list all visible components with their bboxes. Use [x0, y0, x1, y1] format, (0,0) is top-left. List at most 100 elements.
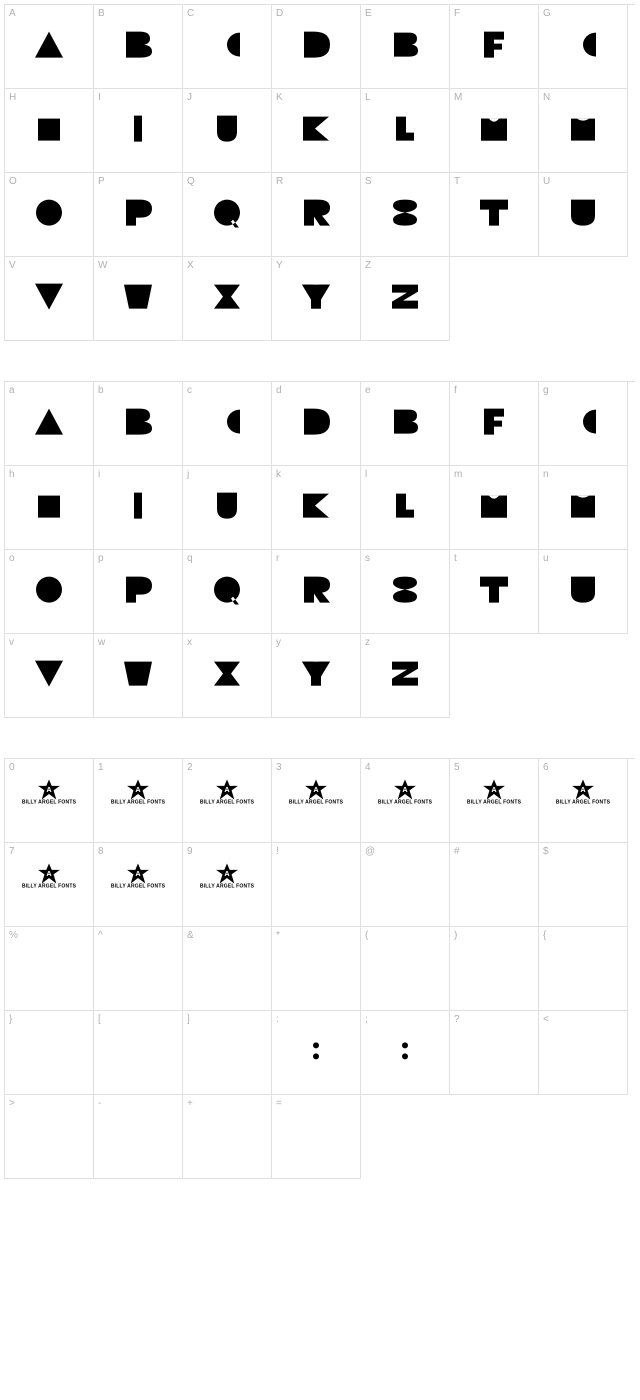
charmap-cell[interactable]: D — [272, 5, 361, 89]
charmap-cell[interactable]: O — [5, 173, 94, 257]
charmap-cell[interactable]: J — [183, 89, 272, 173]
glyph-F — [478, 29, 510, 59]
charmap-cell[interactable]: X — [183, 257, 272, 341]
glyph-G — [567, 29, 599, 59]
charmap-cell[interactable]: $ — [539, 843, 628, 927]
charmap-cell[interactable]: j — [183, 466, 272, 550]
charmap-cell[interactable]: G — [539, 5, 628, 89]
charmap-cell[interactable]: M — [450, 89, 539, 173]
charmap-cell[interactable]: y — [272, 634, 361, 718]
charmap-cell[interactable]: v — [5, 634, 94, 718]
charmap-cell[interactable]: ; — [361, 1011, 450, 1095]
glyph-B — [122, 29, 154, 59]
cell-label: U — [543, 176, 550, 187]
charmap-cell[interactable]: r — [272, 550, 361, 634]
charmap-cell[interactable]: b — [94, 382, 183, 466]
charmap-cell[interactable]: q — [183, 550, 272, 634]
charmap-cell[interactable]: I — [94, 89, 183, 173]
charmap-cell[interactable]: ] — [183, 1011, 272, 1095]
charmap-cell[interactable]: 8 A BILLY ARGEL FONTS — [94, 843, 183, 927]
charmap-cell[interactable]: L — [361, 89, 450, 173]
charmap-cell[interactable]: @ — [361, 843, 450, 927]
charmap-cell[interactable]: > — [5, 1095, 94, 1179]
charmap-cell[interactable]: K — [272, 89, 361, 173]
charmap-cell[interactable]: Z — [361, 257, 450, 341]
charmap-cell[interactable]: P — [94, 173, 183, 257]
cell-label: l — [365, 469, 367, 480]
charmap-cell[interactable]: s — [361, 550, 450, 634]
charmap-cell[interactable]: & — [183, 927, 272, 1011]
charmap-cell[interactable]: U — [539, 173, 628, 257]
charmap-cell[interactable]: E — [361, 5, 450, 89]
charmap-cell[interactable]: 2 A BILLY ARGEL FONTS — [183, 759, 272, 843]
charmap-cell[interactable]: o — [5, 550, 94, 634]
charmap-cell[interactable]: ^ — [94, 927, 183, 1011]
charmap-cell[interactable]: z — [361, 634, 450, 718]
charmap-cell[interactable]: * — [272, 927, 361, 1011]
charmap-cell[interactable]: ) — [450, 927, 539, 1011]
charmap-cell[interactable]: C — [183, 5, 272, 89]
charmap-cell[interactable]: h — [5, 466, 94, 550]
charmap-cell[interactable]: F — [450, 5, 539, 89]
charmap-cell[interactable]: [ — [94, 1011, 183, 1095]
charmap-cell[interactable]: + — [183, 1095, 272, 1179]
charmap-cell[interactable]: Q — [183, 173, 272, 257]
charmap-cell[interactable]: n — [539, 466, 628, 550]
charmap-cell[interactable]: B — [94, 5, 183, 89]
charmap-cell[interactable]: x — [183, 634, 272, 718]
charmap-cell[interactable]: k — [272, 466, 361, 550]
glyph-K — [300, 490, 332, 520]
cell-label: ( — [365, 930, 368, 941]
charmap-cell[interactable]: 5 A BILLY ARGEL FONTS — [450, 759, 539, 843]
charmap-cell[interactable]: } — [5, 1011, 94, 1095]
charmap-cell[interactable]: 9 A BILLY ARGEL FONTS — [183, 843, 272, 927]
glyph-C — [211, 29, 243, 59]
charmap-cell[interactable]: g — [539, 382, 628, 466]
cell-label: A — [9, 8, 16, 19]
charmap-cell[interactable]: R — [272, 173, 361, 257]
charmap-cell[interactable]: ! — [272, 843, 361, 927]
charmap-cell[interactable]: S — [361, 173, 450, 257]
charmap-cell[interactable]: l — [361, 466, 450, 550]
charmap-cell[interactable]: f — [450, 382, 539, 466]
charmap-cell[interactable]: : — [272, 1011, 361, 1095]
charmap-cell[interactable]: { — [539, 927, 628, 1011]
logo-subtext — [548, 805, 618, 808]
charmap-cell[interactable]: = — [272, 1095, 361, 1179]
charmap-cell[interactable]: ? — [450, 1011, 539, 1095]
charmap-cell[interactable]: 1 A BILLY ARGEL FONTS — [94, 759, 183, 843]
charmap-cell[interactable]: H — [5, 89, 94, 173]
charmap-cell[interactable]: 3 A BILLY ARGEL FONTS — [272, 759, 361, 843]
glyph-Z — [389, 281, 421, 311]
charmap-cell[interactable]: e — [361, 382, 450, 466]
charmap-cell[interactable]: # — [450, 843, 539, 927]
charmap-cell[interactable]: i — [94, 466, 183, 550]
charmap-cell[interactable]: ( — [361, 927, 450, 1011]
charmap-cell[interactable]: 6 A BILLY ARGEL FONTS — [539, 759, 628, 843]
charmap-cell[interactable]: - — [94, 1095, 183, 1179]
glyph-M — [478, 490, 510, 520]
charmap-cell[interactable]: < — [539, 1011, 628, 1095]
charmap-cell[interactable]: N — [539, 89, 628, 173]
charmap-cell[interactable]: t — [450, 550, 539, 634]
charmap-cell[interactable]: Y — [272, 257, 361, 341]
charmap-cell[interactable]: m — [450, 466, 539, 550]
charmap-cell[interactable]: u — [539, 550, 628, 634]
svg-text:A: A — [580, 785, 586, 794]
charmap-cell[interactable]: 0 A BILLY ARGEL FONTS — [5, 759, 94, 843]
glyph-E — [389, 406, 421, 436]
charmap-cell[interactable]: W — [94, 257, 183, 341]
charmap-cell[interactable]: a — [5, 382, 94, 466]
charmap-cell[interactable]: 4 A BILLY ARGEL FONTS — [361, 759, 450, 843]
charmap-cell[interactable]: 7 A BILLY ARGEL FONTS — [5, 843, 94, 927]
charmap-cell[interactable]: V — [5, 257, 94, 341]
charmap-cell[interactable]: w — [94, 634, 183, 718]
cell-label: W — [98, 260, 107, 271]
charmap-cell[interactable]: A — [5, 5, 94, 89]
charmap-cell[interactable]: c — [183, 382, 272, 466]
charmap-cell[interactable]: p — [94, 550, 183, 634]
charmap-cell[interactable]: T — [450, 173, 539, 257]
charmap-cell[interactable]: % — [5, 927, 94, 1011]
charmap-cell[interactable]: d — [272, 382, 361, 466]
glyph-X — [211, 281, 243, 311]
